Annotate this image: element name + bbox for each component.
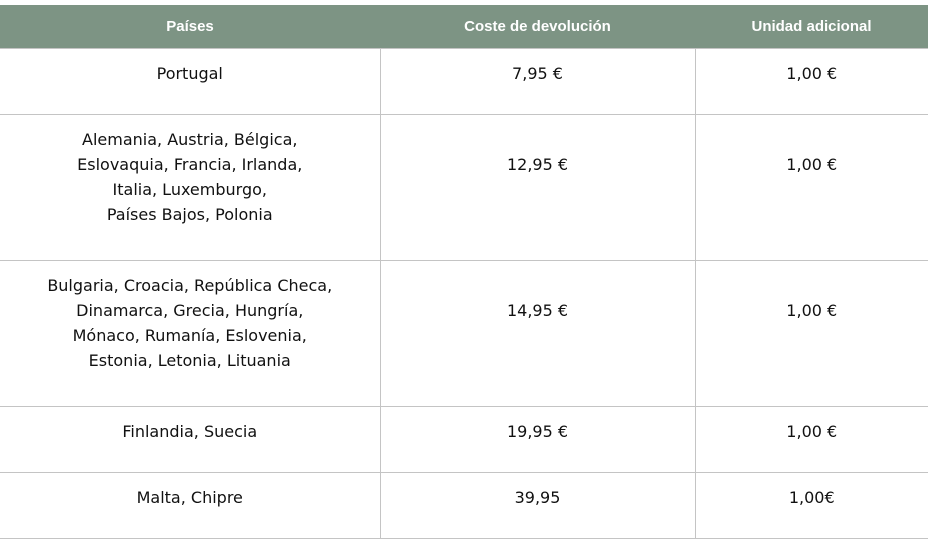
cell-line: Finlandia, Suecia bbox=[122, 422, 258, 441]
header-cell: Países bbox=[0, 5, 380, 49]
cell-line: Mónaco, Rumanía, Eslovenia, bbox=[72, 326, 307, 345]
cell-line: 1,00€ bbox=[788, 488, 835, 507]
table-container: Países Coste de devolución Unidad adiciona… bbox=[0, 5, 928, 539]
page: Países Coste de devolución Unidad adiciona… bbox=[0, 5, 928, 539]
cell-line: Portugal bbox=[156, 64, 223, 83]
cell-line: 14,95 € bbox=[506, 301, 569, 320]
table-cell: 39,95 bbox=[379, 472, 696, 539]
cell-line: 1,00 € bbox=[786, 64, 838, 83]
table-cell: 19,95 € bbox=[379, 406, 696, 473]
cell-line: 39,95 bbox=[514, 488, 561, 507]
cell-line: Italia, Luxemburgo, bbox=[112, 180, 267, 199]
cell-line: Estonia, Letonia, Lituania bbox=[88, 351, 291, 370]
table-row: Portugal 7,95 € 1,00 € bbox=[0, 48, 928, 115]
table-row: Finlandia, Suecia 19,95 € 1,00 € bbox=[0, 406, 928, 473]
table-cell: 7,95 € bbox=[379, 48, 696, 115]
table-cell: 12,95 € bbox=[379, 114, 696, 261]
table-cell: Bulgaria, Croacia, República Checa, Dinam… bbox=[0, 260, 381, 407]
table-cell: 1,00€ bbox=[694, 472, 928, 539]
header-row: Países Coste de devolución Unidad adiciona… bbox=[0, 5, 928, 49]
cell-line: 7,95 € bbox=[512, 64, 563, 83]
table-cell: Portugal bbox=[0, 48, 381, 115]
table-cell: 1,00 € bbox=[694, 48, 928, 115]
cell-line: 19,95 € bbox=[506, 422, 569, 441]
table-cell: Alemania, Austria, Bélgica, Eslovaquia, F… bbox=[0, 114, 381, 261]
cell-line: Dinamarca, Grecia, Hungría, bbox=[76, 301, 304, 320]
table-cell: 1,00 € bbox=[694, 406, 928, 473]
header-cell: Unidad adicional bbox=[695, 5, 928, 49]
header-cell: Coste de devolución bbox=[380, 5, 695, 49]
table-cell: 1,00 € bbox=[694, 114, 928, 261]
cell-line: 1,00 € bbox=[786, 422, 838, 441]
table-row: Bulgaria, Croacia, República Checa, Dinam… bbox=[0, 260, 928, 407]
cell-line: Países Bajos, Polonia bbox=[106, 205, 273, 224]
cell-line: 1,00 € bbox=[786, 155, 838, 174]
cell-line: 12,95 € bbox=[506, 155, 569, 174]
cell-line: Malta, Chipre bbox=[136, 488, 243, 507]
returns-table: Países Coste de devolución Unidad adiciona… bbox=[0, 5, 928, 539]
table-cell: 1,00 € bbox=[694, 260, 928, 407]
cell-line: Bulgaria, Croacia, República Checa, bbox=[47, 276, 333, 295]
table-cell: Malta, Chipre bbox=[0, 472, 381, 539]
table-row: Alemania, Austria, Bélgica, Eslovaquia, F… bbox=[0, 114, 928, 261]
cell-line: Eslovaquia, Francia, Irlanda, bbox=[77, 155, 303, 174]
cell-line: 1,00 € bbox=[786, 301, 838, 320]
table-cell: Finlandia, Suecia bbox=[0, 406, 381, 473]
table-cell: 14,95 € bbox=[379, 260, 696, 407]
table-row: Malta, Chipre 39,95 1,00€ bbox=[0, 472, 928, 539]
cell-line: Alemania, Austria, Bélgica, bbox=[82, 130, 298, 149]
